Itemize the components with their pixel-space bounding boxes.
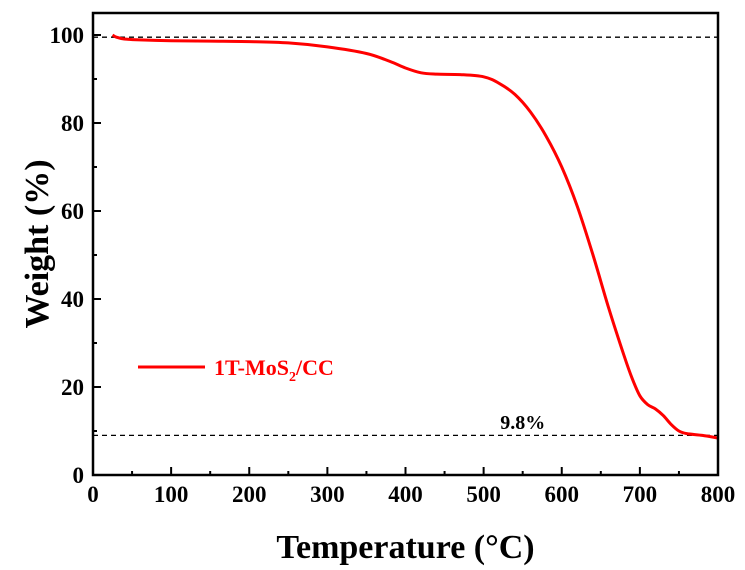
series-line	[111, 33, 719, 440]
y-axis-title: Weight (%)	[19, 159, 56, 328]
y-tick-label: 80	[61, 111, 84, 136]
x-tick-label: 700	[623, 482, 658, 507]
x-tick-label: 500	[466, 482, 501, 507]
y-tick-label: 100	[50, 23, 85, 48]
x-tick-label: 800	[701, 482, 736, 507]
y-tick-label: 60	[61, 199, 84, 224]
series-layer	[111, 33, 719, 440]
x-tick-label: 200	[232, 482, 267, 507]
legend: 1T-MoS2/CC	[138, 355, 334, 385]
plot-frame	[91, 11, 720, 477]
y-axis: 0 20 40 60 80 100	[50, 23, 101, 488]
x-axis: 0 100 200 300 400 500 600 700 800	[87, 467, 735, 507]
legend-subscript: 2	[289, 370, 296, 385]
x-tick-label: 300	[310, 482, 345, 507]
y-tick-label: 20	[61, 375, 84, 400]
annotations: 9.8%	[500, 412, 545, 434]
x-tick-label: 400	[388, 482, 423, 507]
legend-suffix: /CC	[295, 355, 334, 380]
legend-name: 1T-MoS	[214, 355, 289, 380]
y-tick-label: 0	[73, 463, 85, 488]
reference-lines	[93, 36, 718, 437]
x-tick-label: 0	[87, 482, 99, 507]
annotation-label: 9.8%	[500, 412, 545, 434]
legend-label: 1T-MoS2/CC	[214, 355, 334, 385]
x-tick-label: 600	[545, 482, 580, 507]
y-tick-label: 40	[61, 287, 84, 312]
x-axis-title: Temperature (°C)	[276, 529, 534, 566]
x-tick-label: 100	[154, 482, 189, 507]
